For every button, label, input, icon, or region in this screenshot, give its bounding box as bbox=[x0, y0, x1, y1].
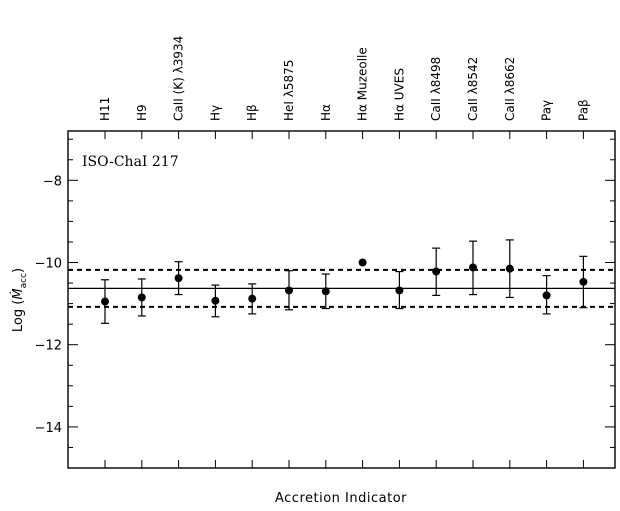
y-tick-label: −14 bbox=[35, 421, 62, 436]
x-category-label: Paγ bbox=[540, 100, 554, 121]
y-axis-label-symbol: Ṁ bbox=[10, 288, 26, 299]
data-point bbox=[505, 264, 514, 273]
x-category-label: Hα bbox=[319, 104, 333, 121]
x-category-label: H11 bbox=[98, 97, 112, 121]
data-point bbox=[432, 267, 441, 276]
chart-title: ISO-ChaI 217 bbox=[82, 154, 179, 170]
x-axis: H11 H9 CaII (K) λ3934 Hγ Hβ HeI λ5875 Hα Hα Muz… bbox=[98, 36, 590, 468]
x-category-label: H9 bbox=[135, 104, 149, 121]
x-category-label: Hα UVES bbox=[392, 68, 406, 121]
data-point bbox=[174, 274, 183, 283]
x-category-label: Hγ bbox=[208, 105, 222, 121]
data-point bbox=[248, 294, 257, 303]
x-category-label: CaII λ8542 bbox=[466, 57, 480, 121]
x-category-label: CaII (K) λ3934 bbox=[172, 36, 186, 121]
y-tick-label: −12 bbox=[35, 339, 62, 354]
data-point bbox=[542, 291, 551, 300]
y-axis-label-main: Log ( bbox=[11, 300, 26, 332]
x-category-label: HeI λ5875 bbox=[282, 60, 296, 121]
x-category-label: Paβ bbox=[576, 99, 590, 121]
data-point bbox=[579, 277, 588, 286]
data-point bbox=[395, 286, 404, 295]
y-axis-label: Log (Ṁacc) bbox=[10, 268, 29, 332]
data-point bbox=[358, 258, 367, 267]
data-point bbox=[469, 263, 477, 272]
y-axis-label-close: ) bbox=[11, 268, 26, 273]
x-category-label: Hβ bbox=[245, 104, 259, 121]
x-axis-label: Accretion Indicator bbox=[275, 491, 407, 506]
data-point bbox=[211, 296, 220, 305]
y-axis: −14 −12 −10 −8 bbox=[35, 138, 615, 469]
y-tick-label: −10 bbox=[35, 257, 62, 272]
data-point bbox=[321, 287, 330, 296]
x-category-label: CaII λ8662 bbox=[503, 57, 517, 121]
reference-lines bbox=[68, 268, 615, 308]
data-marks bbox=[101, 239, 588, 324]
y-tick-label: −8 bbox=[43, 174, 62, 189]
y-axis-label-subscript: acc bbox=[19, 273, 29, 288]
data-point bbox=[137, 293, 146, 302]
x-category-label: Hα Muzeolle bbox=[356, 47, 370, 121]
x-category-label: CaII λ8498 bbox=[429, 57, 443, 121]
data-point bbox=[285, 286, 293, 295]
data-point bbox=[101, 297, 109, 306]
plot-frame bbox=[67, 130, 616, 469]
